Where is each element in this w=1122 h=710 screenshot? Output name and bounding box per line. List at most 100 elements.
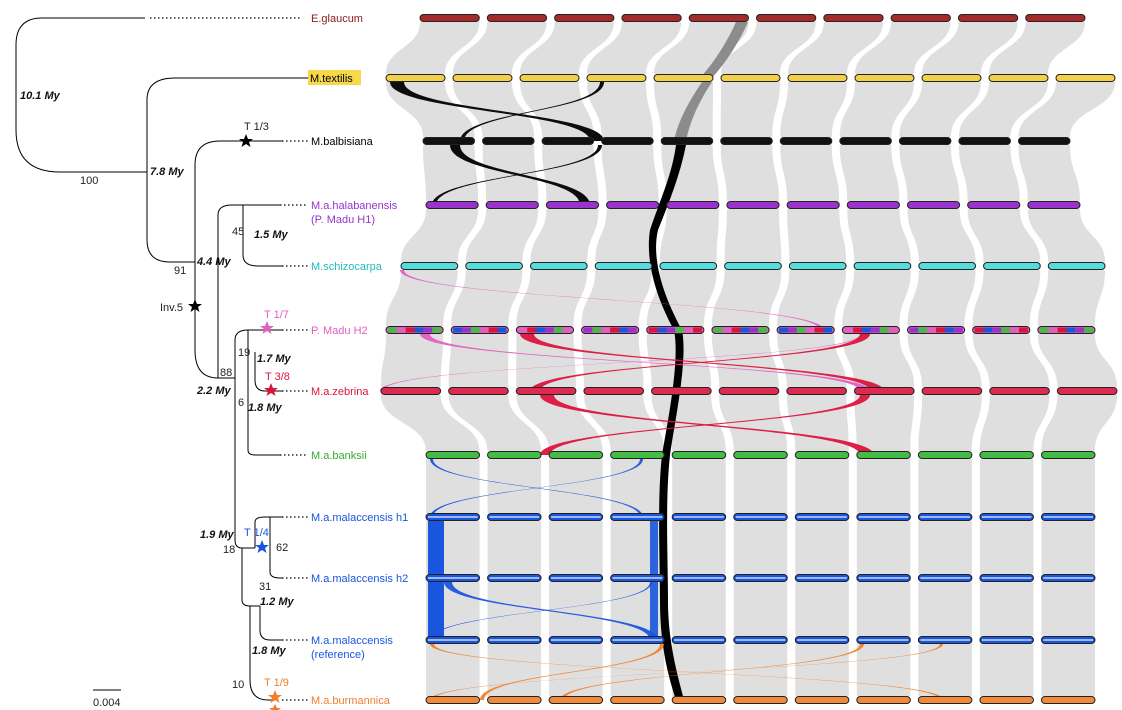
taxon-labels: E.glaucum M.textilis M.balbisiana M.a.ha… [308,13,408,707]
synteny-ribbon [733,459,788,513]
chromosome-bar [660,137,714,145]
chromosome-highlight [1043,639,1093,641]
chromosome-bar [720,74,781,82]
chromosome-highlight [551,577,601,579]
chromosome-mosaic-block [992,327,1002,333]
synteny-ribbon [711,334,779,387]
chromosome-bar [726,201,780,209]
chromosome-mosaic-block [396,327,406,333]
chromosome-mosaic-block [553,327,563,333]
chromosome-bar [586,74,647,82]
age-label: 10.1 My [20,90,61,102]
synteny-ribbon [856,521,911,574]
chromosome-highlight [920,639,970,641]
chromosome-bar [856,696,911,704]
chromosome-highlight [674,577,724,579]
synteny-ribbon [587,82,654,137]
age-label: 1.9 My [200,529,235,541]
chromosome-mosaic-block [405,327,415,333]
chromosome-highlight [981,516,1032,518]
chromosome-bar [610,696,665,704]
chromosome-highlight [674,516,724,518]
synteny-ribbon [1041,521,1095,574]
chromosome-highlight [612,639,663,641]
chromosome-bar [519,74,580,82]
support-value: 100 [80,175,98,187]
chromosome-mosaic-block [844,327,854,333]
synteny-ribbon [842,270,911,326]
chromosome-mosaic-block [1075,327,1085,333]
synteny-ribbon [856,582,911,636]
synteny-ribbon [724,209,782,262]
star-icon [268,690,282,703]
synteny-ribbon [719,395,788,451]
synteny-ribbon [587,22,682,74]
synteny-ribbon [542,145,599,201]
chromosome-bar [979,696,1034,704]
synteny-ribbon [426,644,480,696]
chromosome-mosaic-block [1084,327,1093,333]
tree-branch [146,77,310,172]
support-value: 88 [220,367,232,379]
chromosome-bar [425,696,481,704]
synteny-ribbon [907,334,982,387]
chromosome-bar [988,74,1049,82]
chromosome-mosaic-block [1057,327,1067,333]
support-value: 6 [238,397,244,409]
chromosome-mosaic-block [423,327,433,333]
chromosome-highlight [612,516,663,518]
synteny-ribbon [780,145,840,201]
chromosome-mosaic-block [684,327,694,333]
synteny-ribbon [595,209,659,262]
chromosome-mosaic-block [527,327,537,333]
chromosome-mosaic-block [518,327,528,333]
chromosome-mosaic-block [601,327,611,333]
chr9-track [648,145,686,700]
star-icon [264,383,278,396]
translocation-link [430,582,652,640]
synteny-ribbon [979,521,1034,574]
synteny-ribbon [1037,334,1117,387]
synteny-ribbon [854,395,915,451]
synteny-ribbon [516,270,588,326]
synteny-ribbon [979,644,1034,696]
synteny-ribbon [610,644,665,696]
translocation-link [460,82,604,141]
chromosome-bar [482,137,535,145]
support-value: 91 [174,265,186,277]
chromosome-mosaic-block [388,327,397,333]
synteny-ribbon [465,209,539,262]
synteny-ribbon [788,22,884,74]
chromosome-bar [688,14,750,22]
age-label: 1.2 My [260,596,295,608]
chromosome-bar [385,74,446,82]
star-icon [260,321,274,334]
tree-branch [249,606,275,701]
synteny-ribbon [972,270,1041,326]
taxon-label-m-textilis: M.textilis [310,73,353,85]
star-icon [269,704,281,710]
tree-branch [254,352,282,392]
chromosome-bar [957,14,1019,22]
synteny-ribbon [516,334,576,387]
chromosome-bar [541,137,595,145]
synteny-ribbon [899,82,981,137]
synteny-ribbon [787,209,847,262]
synteny-ribbon [423,145,479,201]
taxon-label-m-a-burmannica: M.a.burmannica [311,695,391,707]
taxon-label-m-a-banksii: M.a.banksii [311,450,367,462]
chromosome-highlight [858,639,909,641]
synteny-ribbon [601,145,659,201]
chromosome-bar [1040,696,1096,704]
synteny-ribbon [487,582,542,636]
chromosome-highlight [489,577,540,579]
synteny-ribbon [721,22,816,74]
chromosome-bar [606,201,660,209]
chromosome-highlight [858,577,909,579]
star-icon [188,299,202,312]
event-label: T 3/8 [265,371,290,383]
chromosome-bar [610,451,665,459]
age-label: 1.8 My [248,402,283,414]
synteny-ribbon [907,209,976,262]
synteny-ribbon [520,82,594,137]
